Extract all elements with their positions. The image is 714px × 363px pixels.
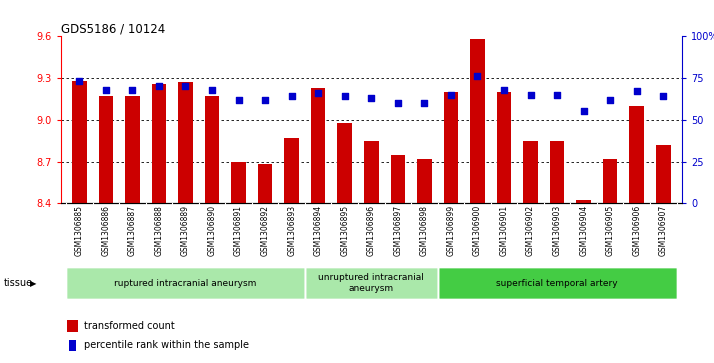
Bar bbox=[656, 145, 670, 203]
Bar bbox=[178, 82, 193, 203]
Bar bbox=[125, 96, 140, 203]
Text: GSM1306887: GSM1306887 bbox=[128, 205, 137, 256]
Text: superficial temporal artery: superficial temporal artery bbox=[496, 279, 618, 287]
Bar bbox=[338, 123, 352, 203]
Bar bbox=[550, 141, 564, 203]
Text: GSM1306901: GSM1306901 bbox=[500, 205, 508, 256]
Point bbox=[100, 87, 111, 93]
Bar bbox=[72, 81, 86, 203]
Text: GSM1306899: GSM1306899 bbox=[446, 205, 456, 256]
Text: GSM1306903: GSM1306903 bbox=[553, 205, 562, 256]
Text: GSM1306896: GSM1306896 bbox=[367, 205, 376, 256]
Bar bbox=[391, 155, 405, 203]
Text: GSM1306888: GSM1306888 bbox=[154, 205, 164, 256]
Bar bbox=[67, 319, 78, 332]
Text: GSM1306897: GSM1306897 bbox=[393, 205, 402, 256]
Text: transformed count: transformed count bbox=[84, 321, 175, 331]
Point bbox=[233, 97, 244, 103]
Bar bbox=[497, 92, 511, 203]
Point bbox=[313, 90, 324, 96]
Bar bbox=[99, 96, 113, 203]
Bar bbox=[443, 92, 458, 203]
Bar bbox=[311, 88, 326, 203]
Bar bbox=[151, 83, 166, 203]
Point bbox=[605, 97, 616, 103]
Text: GSM1306885: GSM1306885 bbox=[75, 205, 84, 256]
Bar bbox=[523, 141, 538, 203]
Text: GSM1306890: GSM1306890 bbox=[208, 205, 216, 256]
Bar bbox=[630, 106, 644, 203]
Text: GSM1306907: GSM1306907 bbox=[659, 205, 668, 256]
Point bbox=[498, 87, 510, 93]
Point bbox=[446, 92, 457, 98]
Bar bbox=[364, 141, 378, 203]
Text: GSM1306902: GSM1306902 bbox=[526, 205, 535, 256]
Bar bbox=[576, 200, 591, 203]
Point bbox=[392, 100, 403, 106]
Text: GSM1306889: GSM1306889 bbox=[181, 205, 190, 256]
Point bbox=[259, 97, 271, 103]
Bar bbox=[438, 267, 677, 299]
Text: ▶: ▶ bbox=[30, 279, 36, 287]
Bar bbox=[284, 138, 299, 203]
Point bbox=[126, 87, 138, 93]
Point bbox=[525, 92, 536, 98]
Bar bbox=[603, 159, 618, 203]
Text: GDS5186 / 10124: GDS5186 / 10124 bbox=[61, 22, 165, 35]
Text: GSM1306891: GSM1306891 bbox=[234, 205, 243, 256]
Point bbox=[631, 89, 643, 94]
Text: GSM1306886: GSM1306886 bbox=[101, 205, 111, 256]
Text: GSM1306893: GSM1306893 bbox=[287, 205, 296, 256]
Point bbox=[74, 78, 85, 84]
Text: ruptured intracranial aneurysm: ruptured intracranial aneurysm bbox=[114, 279, 256, 287]
Point bbox=[472, 73, 483, 79]
Text: GSM1306892: GSM1306892 bbox=[261, 205, 270, 256]
Bar bbox=[417, 159, 432, 203]
Text: GSM1306895: GSM1306895 bbox=[341, 205, 349, 256]
Point bbox=[578, 109, 589, 114]
Point bbox=[658, 94, 669, 99]
Bar bbox=[470, 39, 485, 203]
Point bbox=[339, 94, 351, 99]
Text: GSM1306905: GSM1306905 bbox=[605, 205, 615, 256]
Bar bbox=[258, 164, 273, 203]
Point bbox=[180, 83, 191, 89]
Point bbox=[206, 87, 218, 93]
Text: unruptured intracranial
aneurysm: unruptured intracranial aneurysm bbox=[318, 273, 424, 293]
Point bbox=[154, 83, 165, 89]
Text: GSM1306898: GSM1306898 bbox=[420, 205, 429, 256]
Bar bbox=[69, 340, 76, 351]
Text: GSM1306904: GSM1306904 bbox=[579, 205, 588, 256]
Text: GSM1306900: GSM1306900 bbox=[473, 205, 482, 256]
Bar bbox=[305, 267, 438, 299]
Text: GSM1306894: GSM1306894 bbox=[313, 205, 323, 256]
Text: tissue: tissue bbox=[4, 278, 33, 288]
Point bbox=[418, 100, 430, 106]
Point bbox=[551, 92, 563, 98]
Text: percentile rank within the sample: percentile rank within the sample bbox=[84, 340, 249, 350]
Point bbox=[286, 94, 297, 99]
Bar bbox=[231, 162, 246, 203]
Point bbox=[366, 95, 377, 101]
Text: GSM1306906: GSM1306906 bbox=[632, 205, 641, 256]
Bar bbox=[205, 96, 219, 203]
Bar bbox=[66, 267, 305, 299]
